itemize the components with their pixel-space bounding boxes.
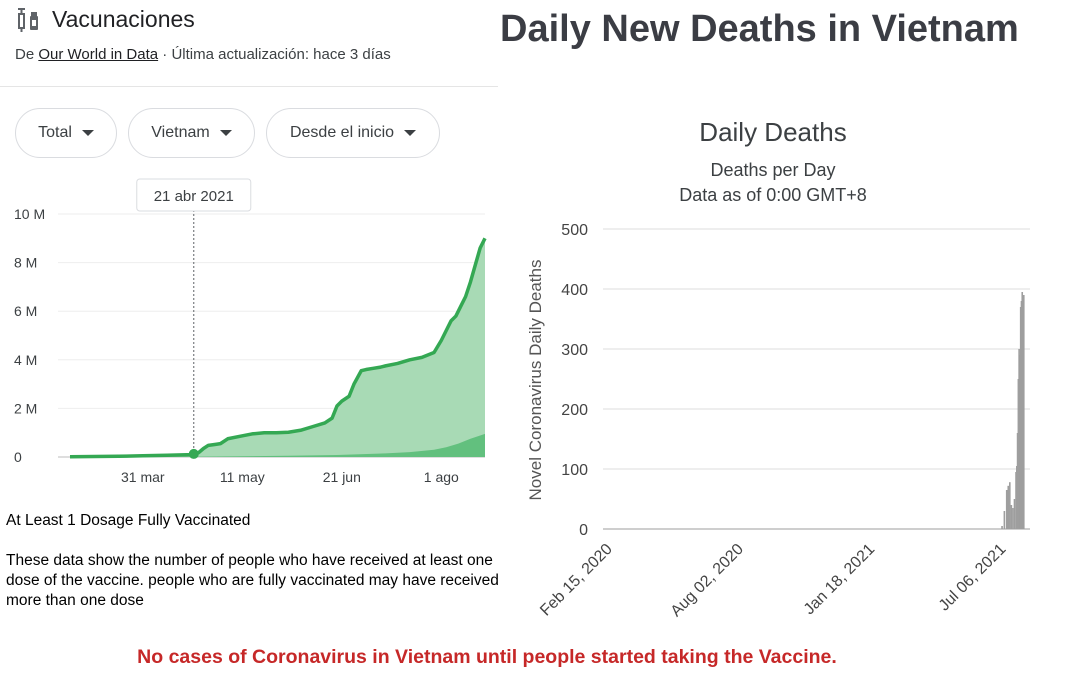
y-tick-label: 500 [561, 222, 588, 239]
source-line: De Our World in Data · Última actualizac… [15, 46, 391, 63]
y-tick-label: 8 M [14, 255, 37, 271]
filter-range-label: Desde el inicio [289, 124, 395, 141]
x-tick-label: 21 jun [323, 469, 361, 485]
syringe-icon [15, 8, 41, 32]
source-prefix: De [15, 46, 39, 63]
y-tick-label: 10 M [14, 206, 45, 222]
deaths-bar [1022, 295, 1025, 529]
dataset-note: These data show the number of people who… [6, 552, 499, 609]
tooltip-marker [188, 448, 199, 459]
deaths-bar [1010, 505, 1013, 529]
series-area-first-dose [70, 238, 485, 457]
y-tick-label: 2 M [14, 400, 37, 416]
y-axis-label: Novel Coronavirus Daily Deaths [526, 260, 545, 501]
chevron-down-icon [219, 130, 232, 136]
vaccination-area-chart[interactable]: 0 2 M 4 M 6 M 8 M 10 M 31 mar 11 may 21 jun 1 ago… [0, 170, 498, 500]
x-tick-label: 31 mar [121, 469, 165, 485]
y-tick-label: 4 M [14, 352, 37, 368]
last-updated: · Última actualización: hace 3 días [158, 46, 391, 63]
y-tick-label: 0 [14, 449, 22, 465]
filter-range-dropdown[interactable]: Desde el inicio [266, 108, 440, 158]
chart-title: Daily Deaths [699, 117, 846, 147]
y-tick-label: 100 [561, 462, 588, 479]
x-tick-label: 11 may [220, 469, 265, 485]
deaths-bar [1009, 482, 1011, 529]
tooltip-box [136, 178, 252, 212]
x-tick-label: Feb 15, 2020 [537, 541, 616, 620]
tooltip-date: 21 abr 2021 [154, 188, 234, 205]
deaths-bar [1007, 485, 1010, 529]
deaths-bar [1001, 526, 1003, 529]
filter-country-dropdown[interactable]: Vietnam [128, 108, 255, 158]
series-area-fully-vaccinated [70, 433, 485, 457]
dataset-heading: At Least 1 Dosage Fully Vaccinated [6, 512, 251, 529]
deaths-bar [1012, 508, 1014, 529]
filter-metric-label: Total [38, 124, 72, 141]
divider [0, 86, 498, 87]
chart-subtitle-2: Data as of 0:00 GMT+8 [679, 185, 867, 205]
x-tick-label: 1 ago [424, 469, 459, 485]
y-tick-label: 0 [579, 522, 588, 539]
chevron-down-icon [404, 130, 417, 136]
chevron-down-icon [81, 130, 94, 136]
x-tick-label: Aug 02, 2020 [668, 541, 747, 620]
y-tick-label: 400 [561, 282, 588, 299]
headline: Daily New Deaths in Vietnam [500, 8, 1019, 50]
daily-deaths-bar-chart: Daily Deaths Deaths per Day Data as of 0:0… [526, 117, 1030, 620]
deaths-bar [1005, 490, 1008, 529]
filter-metric-dropdown[interactable]: Total [15, 108, 117, 158]
x-tick-label: Jan 18, 2021 [801, 541, 879, 619]
deaths-bar [1013, 499, 1016, 529]
y-tick-label: 300 [561, 342, 588, 359]
series-line-first-dose [69, 237, 487, 459]
page-title: Vacunaciones [52, 6, 195, 32]
filter-country-label: Vietnam [151, 124, 210, 141]
caption: No cases of Coronavirus in Vietnam until… [137, 646, 837, 668]
source-link[interactable]: Our World in Data [38, 46, 159, 63]
x-tick-label: Jul 06, 2021 [936, 541, 1010, 615]
y-tick-label: 6 M [14, 303, 37, 319]
y-tick-label: 200 [561, 402, 588, 419]
chart-subtitle: Deaths per Day [710, 160, 835, 180]
deaths-bar [1003, 511, 1006, 529]
